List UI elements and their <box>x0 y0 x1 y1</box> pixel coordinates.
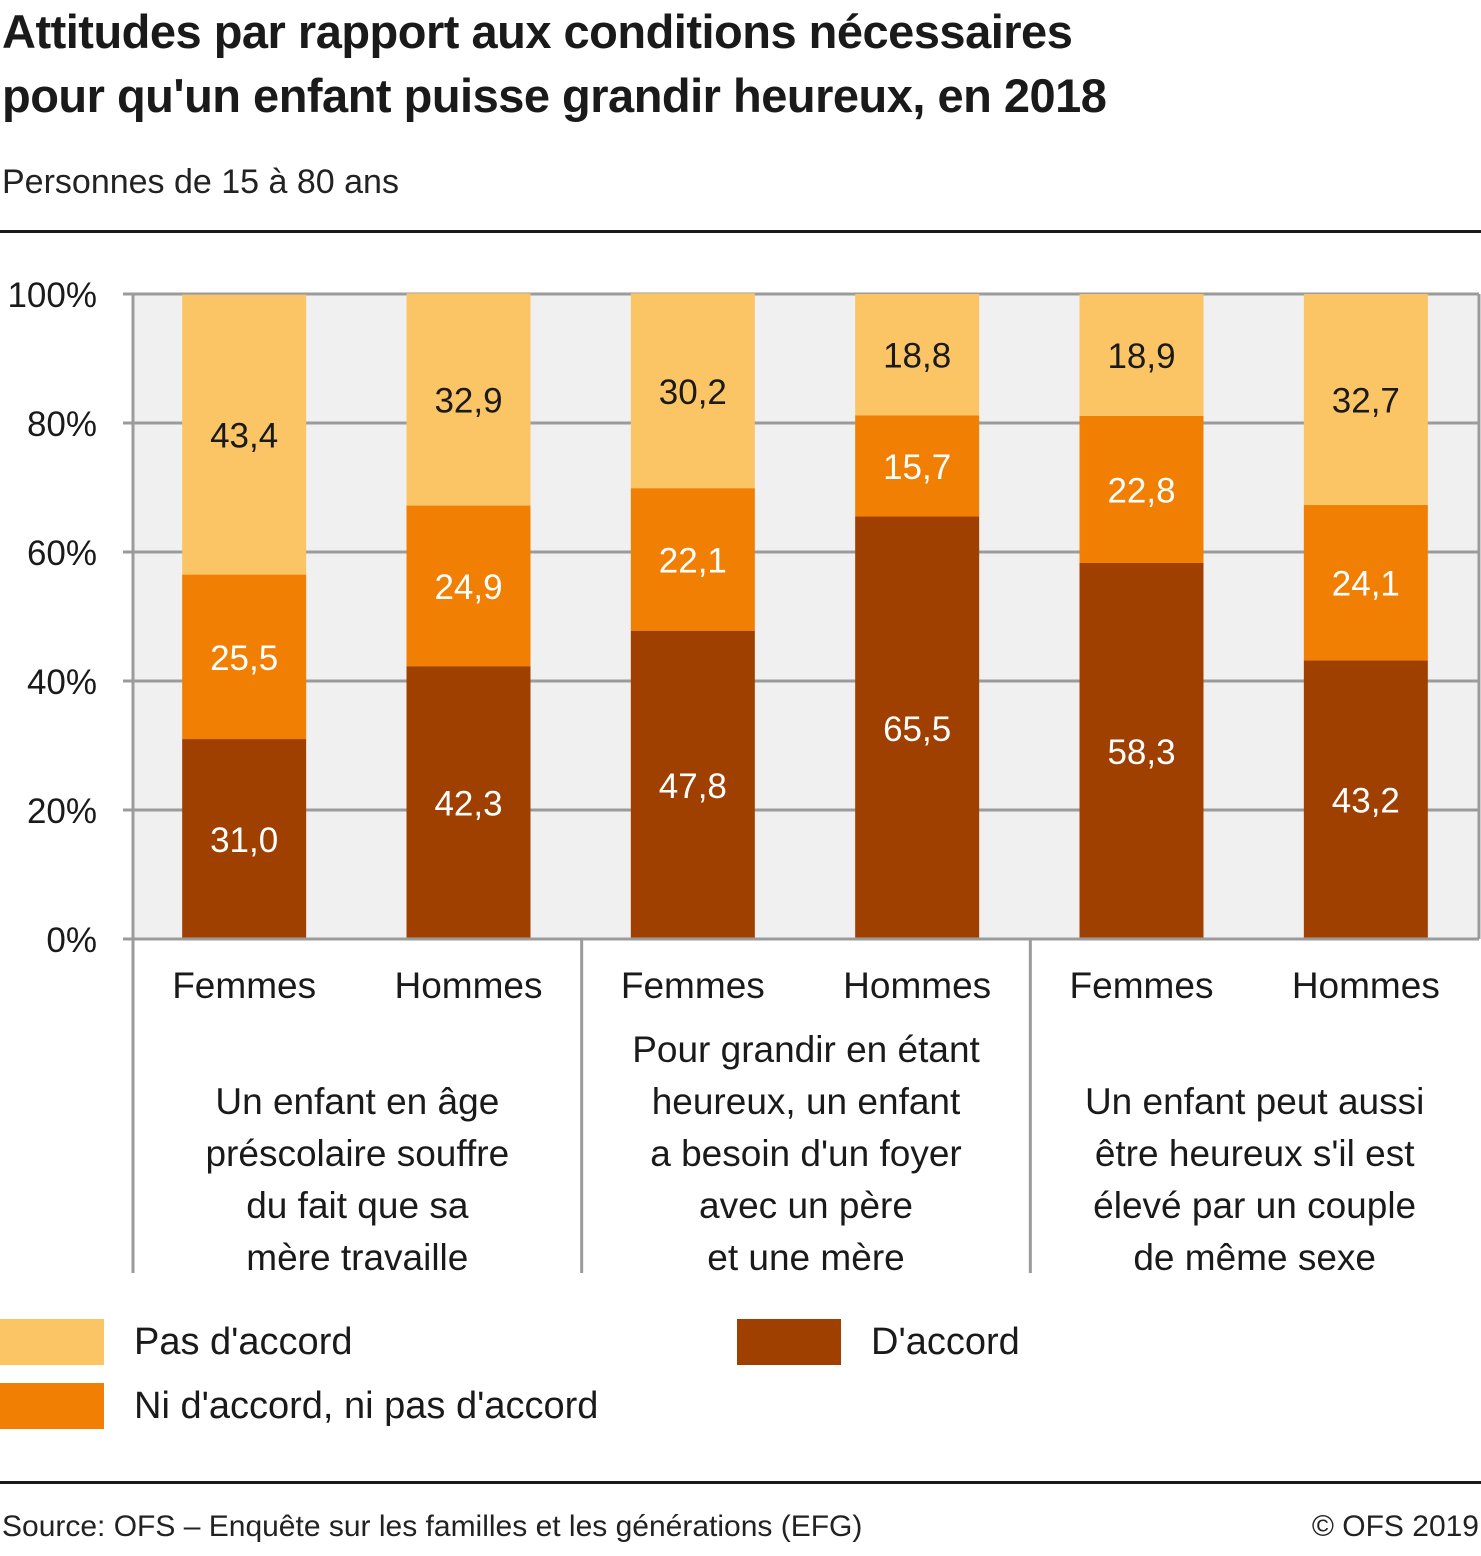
bar-segment <box>182 739 307 939</box>
group-label-line: Pour grandir en étant <box>632 1029 980 1070</box>
legend-label-pas-d-accord: Pas d'accord <box>134 1320 353 1363</box>
group-label-line: être heureux s'il est <box>1095 1133 1415 1174</box>
bar-segment <box>1303 504 1428 661</box>
legend-item-pas-d-accord: Pas d'accord <box>0 1319 352 1365</box>
stacked-bar-chart: 0% 20% 40% 60% 80% 100% Femmes Hommes Un enfant … <box>7 276 1481 1278</box>
bar-segment <box>182 574 307 740</box>
plot-background <box>133 294 1479 939</box>
group-label-line: heureux, un enfant <box>652 1081 961 1122</box>
data-label: 30,2 <box>659 373 727 412</box>
group-label-line: Un enfant en âge <box>215 1081 499 1122</box>
x-category-label: Femmes <box>1070 965 1214 1006</box>
bar-segment <box>630 630 755 939</box>
group-label-line: et une mère <box>707 1237 904 1278</box>
group-label-line: a besoin d'un foyer <box>650 1133 962 1174</box>
data-label: 18,8 <box>883 337 951 376</box>
bar-segment <box>855 415 980 517</box>
top-divider <box>0 230 1481 233</box>
chart-title-line-2: pour qu'un enfant puisse grandir heureux… <box>2 69 1107 122</box>
data-label: 22,1 <box>659 541 727 580</box>
legend-label-ni-d-accord: Ni d'accord, ni pas d'accord <box>134 1384 599 1427</box>
source-note: Source: OFS – Enquête sur les familles e… <box>2 1510 863 1543</box>
chart-subtitle: Personnes de 15 à 80 ans <box>2 163 399 201</box>
bar-segment <box>1303 660 1428 939</box>
y-tick-label: 100% <box>7 276 97 315</box>
group-label-line: préscolaire souffre <box>205 1133 509 1174</box>
x-category-label: Hommes <box>394 965 542 1006</box>
bar-segment <box>406 505 531 667</box>
group-label-line: élevé par un couple <box>1093 1185 1416 1226</box>
bar-segment <box>855 294 980 416</box>
bar-segment <box>1079 294 1204 416</box>
data-label: 32,7 <box>1332 381 1400 420</box>
y-tick-label: 60% <box>27 534 97 573</box>
legend-item-d-accord: D'accord <box>737 1319 1020 1365</box>
group-label-line: du fait que sa <box>246 1185 469 1226</box>
bar-segment <box>1079 562 1204 939</box>
data-label: 24,9 <box>434 568 502 607</box>
bottom-divider <box>0 1481 1481 1484</box>
bar-segment <box>182 294 307 575</box>
data-label: 32,9 <box>434 381 502 420</box>
copyright-note: © OFS 2019 <box>1311 1510 1479 1543</box>
legend-swatch-ni-d-accord <box>0 1383 104 1429</box>
x-category-label: Hommes <box>843 965 991 1006</box>
y-tick-label: 0% <box>46 921 97 960</box>
group-label-line: avec un père <box>699 1185 913 1226</box>
group-label-line: Un enfant peut aussi <box>1085 1081 1424 1122</box>
data-label: 47,8 <box>659 767 727 806</box>
bar-segment <box>630 488 755 631</box>
legend-swatch-d-accord <box>737 1319 841 1365</box>
bar-segment <box>1079 415 1204 563</box>
data-label: 43,4 <box>210 417 278 456</box>
bar-segment <box>630 293 755 489</box>
data-label: 65,5 <box>883 710 951 749</box>
bar-segment <box>406 666 531 939</box>
data-label: 24,1 <box>1332 565 1400 604</box>
y-tick-label: 40% <box>27 663 97 702</box>
chart-title: Attitudes par rapport aux conditions néc… <box>2 0 1472 128</box>
chart-title-line-1: Attitudes par rapport aux conditions néc… <box>2 5 1073 58</box>
y-tick-label: 20% <box>27 792 97 831</box>
group-label-line: mère travaille <box>246 1237 468 1278</box>
legend-label-d-accord: D'accord <box>871 1320 1020 1363</box>
legend-item-ni-d-accord: Ni d'accord, ni pas d'accord <box>0 1383 598 1429</box>
x-category-label: Femmes <box>172 965 316 1006</box>
data-label: 25,5 <box>210 639 278 678</box>
data-label: 42,3 <box>434 785 502 824</box>
x-category-label: Femmes <box>621 965 765 1006</box>
data-label: 22,8 <box>1107 471 1175 510</box>
bar-segment <box>1303 294 1428 505</box>
x-category-label: Hommes <box>1292 965 1440 1006</box>
data-label: 31,0 <box>210 821 278 860</box>
legend-swatch-pas-d-accord <box>0 1319 104 1365</box>
bar-segment <box>406 293 531 506</box>
data-label: 15,7 <box>883 448 951 487</box>
data-label: 18,9 <box>1107 337 1175 376</box>
bar-segment <box>855 516 980 939</box>
data-label: 43,2 <box>1332 782 1400 821</box>
group-label-line: de même sexe <box>1133 1237 1376 1278</box>
data-label: 58,3 <box>1107 733 1175 772</box>
y-tick-label: 80% <box>27 405 97 444</box>
